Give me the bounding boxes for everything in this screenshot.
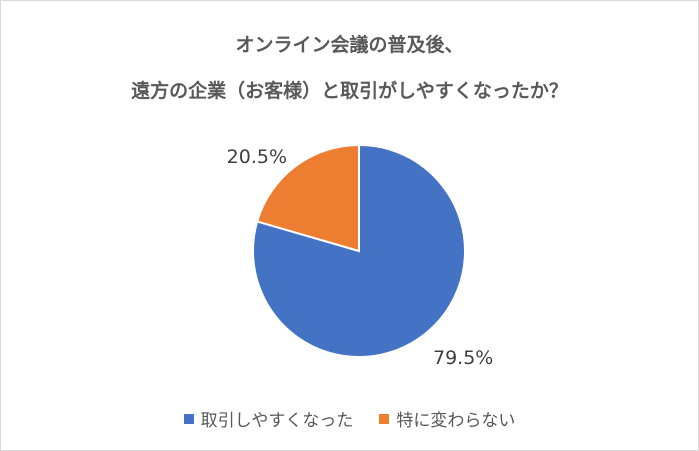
legend-swatch-0 (183, 413, 194, 424)
chart-title-line-1: オンライン会議の普及後、 (235, 34, 464, 56)
legend-label-0: 取引しやすくなった (200, 411, 354, 431)
pie-slice-1 (255, 143, 360, 253)
legend-item-0: 取引しやすくなった (183, 406, 354, 431)
legend-item-1: 特に変わらない (379, 406, 515, 431)
legend-swatch-1 (379, 413, 390, 424)
chart-title-line-2: 遠方の企業（お客様）と取引がしやすくなったか？ (131, 80, 568, 102)
pie-slices (252, 143, 466, 358)
data-label-0: 79.5% (433, 347, 493, 369)
legend: 取引しやすくなった 特に変わらない (0, 406, 699, 431)
data-labels: 79.5% 20.5% (227, 146, 494, 369)
legend-label-1: 特に変わらない (396, 411, 516, 431)
data-label-1: 20.5% (227, 146, 287, 168)
